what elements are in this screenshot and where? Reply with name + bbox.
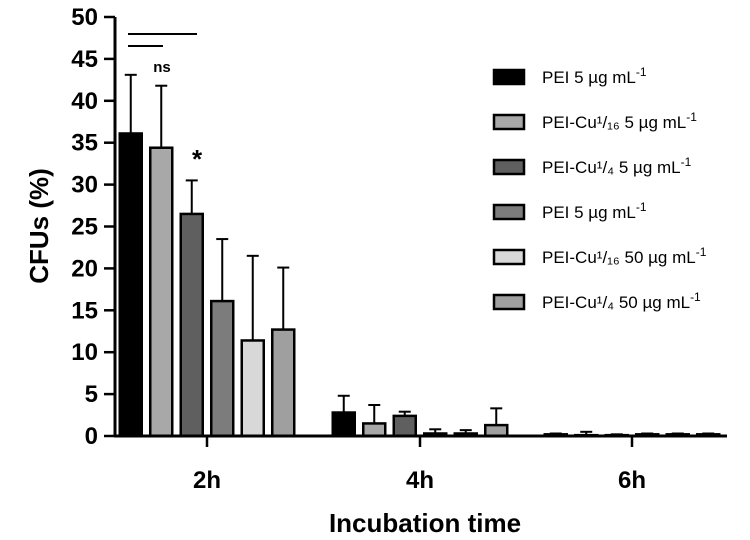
bar [362,422,387,438]
bar [149,146,174,438]
legend-swatch [492,203,526,221]
y-tick-label: 30 [71,172,98,199]
legend-swatch [492,248,526,266]
y-tick-label: 5 [85,381,98,408]
bar [484,423,509,438]
legend: PEI 5 µg mL-1 PEI-Cu¹/₁₆ 5 µg mL-1 PEI-Cu¹… [492,65,707,312]
error-bars [124,73,715,436]
legend-label: PEI 5 µg mL-1 [542,200,647,222]
y-tick-label: 0 [85,423,98,450]
x-tick-label: 6h [618,467,646,494]
y-tick-label: 10 [71,339,98,366]
y-axis-title: CFUs (%) [24,168,54,284]
legend-label: PEI-Cu¹/₁₆ 5 µg mL-1 [542,110,697,132]
y-tick-label: 15 [71,297,98,324]
annotation-star: * [192,144,203,174]
annotation-ns: ns [153,59,171,76]
legend-label: PEI-Cu¹/₁₆ 50 µg mL-1 [542,245,707,267]
y-tick-label: 20 [71,255,98,282]
bar [240,339,265,438]
bar [392,414,417,438]
legend-swatch [492,158,526,176]
bars [118,132,721,438]
x-tick-label: 4h [406,467,434,494]
y-tick-label: 35 [71,130,98,157]
legend-swatch [492,293,526,311]
y-tick-label: 45 [71,46,98,73]
legend-swatch [492,113,526,131]
y-axis-ticks: 0 5 10 15 20 25 30 35 40 45 50 [71,4,115,450]
bar [331,411,356,438]
x-axis-title: Incubation time [329,508,521,538]
bar [210,299,235,438]
legend-swatch [492,68,526,86]
y-tick-label: 40 [71,88,98,115]
x-axis-ticks: 2h 4h 6h [193,436,646,494]
y-tick-label: 50 [71,4,98,31]
bar [271,328,296,438]
legend-label: PEI-Cu¹/₄ 5 µg mL-1 [542,155,692,177]
y-tick-label: 25 [71,214,98,241]
x-tick-label: 2h [193,467,221,494]
legend-label: PEI 5 µg mL-1 [542,65,647,87]
bar [179,212,204,438]
bar [118,132,143,438]
legend-label: PEI-Cu¹/₄ 50 µg mL-1 [542,290,701,312]
